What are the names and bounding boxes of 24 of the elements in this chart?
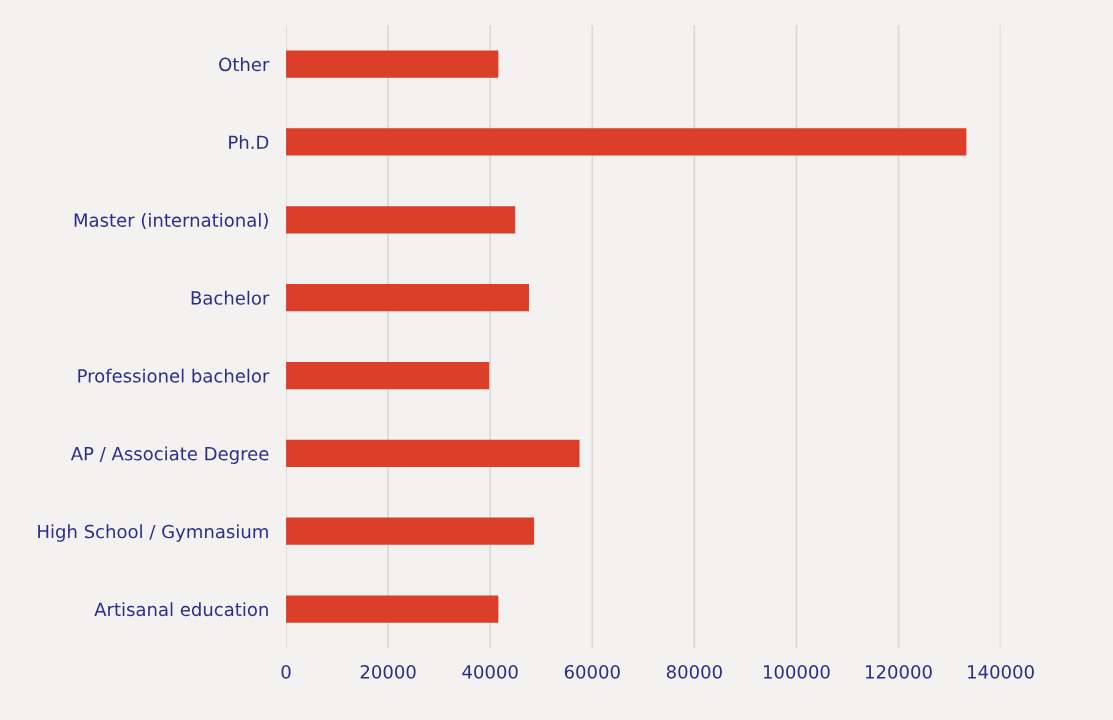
x-tick-label: 40000 xyxy=(462,664,518,679)
x-tick-label: 120000 xyxy=(866,664,932,679)
bar xyxy=(286,361,490,390)
bar xyxy=(286,50,499,78)
x-tick-label: 0 xyxy=(281,664,291,679)
y-tick-label: Ph.D xyxy=(229,135,269,149)
y-tick-label: High School / Gymnasium xyxy=(38,524,268,542)
bar xyxy=(286,517,535,545)
x-tick-label: 20000 xyxy=(360,664,416,679)
bar xyxy=(286,595,499,623)
y-tick-label: Professionel bachelor xyxy=(78,368,270,383)
bar xyxy=(286,439,580,467)
y-tick-label: Master (international) xyxy=(74,212,268,230)
bar xyxy=(286,284,529,312)
x-tick-label: 100000 xyxy=(763,664,830,679)
y-tick-label: Other xyxy=(219,57,270,72)
x-tick-label: 60000 xyxy=(564,664,620,679)
y-tick-label: AP / Associate Degree xyxy=(70,446,269,464)
x-tick-label: 140000 xyxy=(968,664,1034,679)
y-tick-label: Bachelor xyxy=(191,290,270,305)
bar xyxy=(286,206,516,234)
x-tick-label: 80000 xyxy=(666,664,722,679)
bar xyxy=(286,128,967,156)
y-tick-label: Artisanal education xyxy=(94,602,268,617)
